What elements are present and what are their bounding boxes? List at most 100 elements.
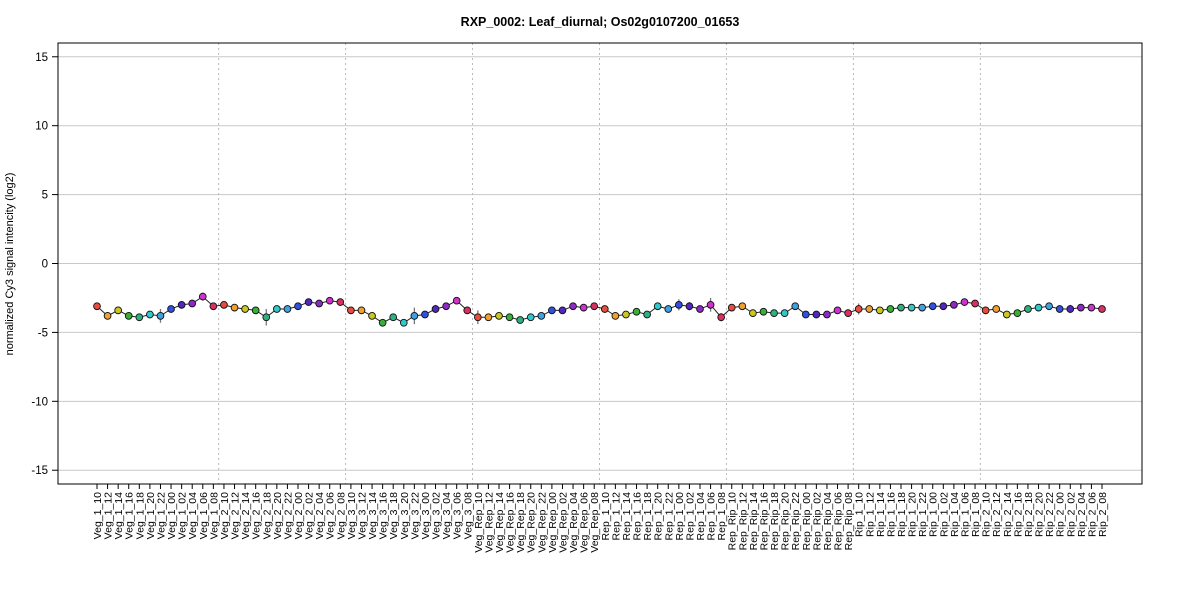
data-point — [875, 306, 884, 315]
data-point — [1066, 305, 1075, 313]
data-point — [801, 310, 810, 319]
x-tick-label: Rep_1_14 — [621, 492, 633, 541]
data-point — [664, 305, 673, 313]
x-tick-label: Rip_1_18 — [896, 492, 908, 537]
data-point — [399, 318, 408, 327]
x-tick-label: Rep_Rip_04 — [822, 492, 834, 551]
x-tick-label: Rip_2_08 — [1097, 492, 1109, 537]
data-point — [579, 303, 588, 312]
x-tick-label: Rep_Rip_20 — [780, 492, 792, 551]
x-tick-label: Rip_2_06 — [1086, 492, 1098, 537]
data-point — [421, 310, 429, 319]
x-tick-label: Veg_3_04 — [441, 492, 453, 539]
x-tick-label: Veg_3_08 — [462, 492, 474, 539]
x-tick-label: Rep_1_08 — [716, 492, 728, 541]
x-tick-label: Rip_1_00 — [928, 492, 940, 537]
x-tick-label: Veg_1_20 — [145, 492, 157, 539]
x-tick-label: Rip_1_10 — [854, 492, 866, 537]
x-tick-label: Rip_2_02 — [1065, 492, 1077, 537]
data-point — [177, 300, 186, 309]
x-tick-label: Rip_2_14 — [1002, 492, 1014, 537]
x-tick-label: Rep_1_04 — [695, 492, 707, 541]
data-point — [590, 302, 599, 311]
x-tick-label: Veg_1_02 — [177, 492, 189, 539]
data-point — [156, 312, 165, 320]
data-point — [251, 306, 260, 315]
x-tick-label: Rip_1_20 — [907, 492, 919, 537]
data-point — [241, 305, 249, 313]
data-point — [1055, 305, 1064, 313]
data-point — [325, 296, 334, 305]
data-point — [1034, 303, 1043, 312]
x-tick-label: Veg_2_08 — [335, 492, 347, 539]
x-tick-label: Rep_Rip_22 — [790, 492, 802, 551]
data-point — [315, 299, 324, 308]
data-point — [1045, 302, 1053, 311]
data-point — [93, 302, 101, 311]
y-tick-label: 0 — [42, 259, 48, 271]
group-separators — [218, 43, 981, 484]
data-point — [643, 310, 651, 319]
data-point — [431, 305, 440, 313]
x-tick-label: Veg_2_20 — [272, 492, 284, 539]
x-tick-label: Rep_Rip_06 — [833, 492, 845, 551]
x-tick-label: Veg_3_12 — [356, 492, 368, 539]
data-point — [1002, 310, 1011, 319]
data-point — [558, 306, 567, 315]
data-point — [823, 310, 831, 319]
data-point — [188, 299, 197, 308]
x-tick-label: Veg_Rep_08 — [589, 492, 601, 553]
x-tick-label: Rip_1_16 — [885, 492, 897, 537]
data-point — [897, 303, 905, 312]
data-point — [928, 302, 937, 311]
x-tick-label: Veg_1_10 — [92, 492, 104, 539]
x-tick-label: Rip_1_02 — [938, 492, 950, 537]
x-tick-label: Veg_3_02 — [431, 492, 443, 539]
y-tick-label: 10 — [35, 121, 48, 133]
plot-frame — [57, 42, 1143, 485]
data-point — [146, 310, 154, 319]
data-point — [738, 302, 747, 311]
x-tick-label: Rep_Rip_10 — [727, 492, 739, 551]
data-point — [600, 305, 609, 313]
data-point — [262, 313, 271, 322]
data-point — [907, 303, 916, 312]
data-point — [516, 316, 525, 324]
x-tick-label: Rep_Rip_16 — [758, 492, 770, 551]
data-point — [685, 302, 694, 311]
x-tick-label: Rep_Rip_14 — [748, 492, 760, 551]
x-tick-label: Veg_2_06 — [325, 492, 337, 539]
x-tick-label: Rip_2_12 — [991, 492, 1003, 537]
x-tick-label: Rep_Rip_00 — [801, 492, 813, 551]
x-tick-label: Rep_Rip_02 — [811, 492, 823, 551]
x-tick-label: Veg_Rep_22 — [536, 492, 548, 553]
data-point — [357, 306, 366, 315]
x-tick-label: Veg_Rep_10 — [473, 492, 485, 553]
x-tick-label: Rip_2_04 — [1076, 492, 1088, 537]
data-point — [717, 313, 726, 322]
x-tick-label: Veg_1_22 — [155, 492, 167, 539]
x-tick-label: Veg_2_18 — [261, 492, 273, 539]
x-tick-label: Veg_3_20 — [399, 492, 411, 539]
data-point — [981, 306, 990, 315]
x-tick-label: Rip_2_20 — [1034, 492, 1046, 537]
x-tick-label: Rip_2_18 — [1023, 492, 1035, 537]
data-point — [1024, 305, 1032, 313]
x-tick-label: Veg_2_02 — [304, 492, 316, 539]
data-point — [463, 306, 472, 315]
x-tick-label: Rep_Rip_12 — [737, 492, 749, 551]
x-tick-label: Veg_1_04 — [187, 492, 199, 539]
x-tick-label: Rep_1_02 — [684, 492, 696, 541]
x-tick-label: Rep_1_22 — [663, 492, 675, 541]
data-point — [992, 305, 1001, 313]
x-tick-label: Rep_1_18 — [642, 492, 654, 541]
data-point — [368, 312, 376, 320]
x-tick-label: Rip_1_04 — [949, 492, 961, 537]
x-tick-label: Rep_1_16 — [632, 492, 644, 541]
data-point — [622, 310, 630, 319]
data-point — [389, 313, 398, 322]
x-tick-label: Veg_2_04 — [314, 492, 326, 539]
x-tick-label: Rep_1_06 — [706, 492, 718, 541]
data-point — [209, 302, 218, 311]
